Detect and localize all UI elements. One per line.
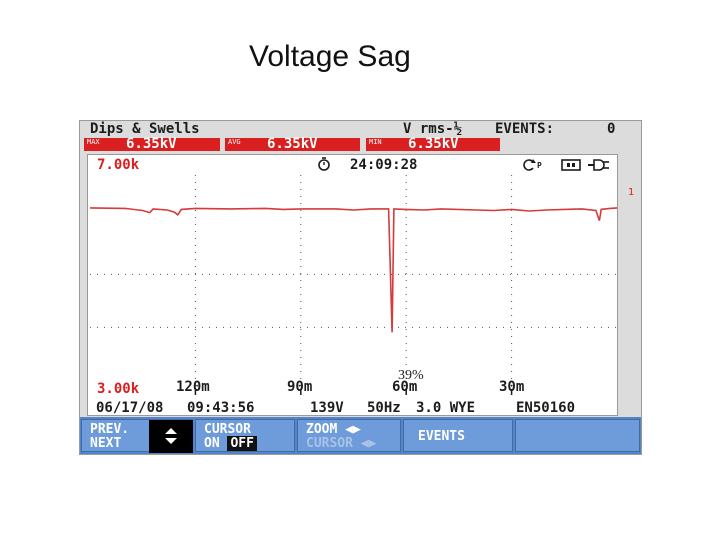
cursor-label: CURSOR	[204, 422, 251, 437]
cursor-on-option[interactable]: ON	[204, 436, 220, 451]
svg-text:P: P	[537, 161, 542, 170]
standard: EN50160	[516, 400, 576, 416]
slide-title: Voltage Sag	[249, 40, 411, 73]
rotation-icon: P	[523, 159, 542, 171]
footer-date: 06/17/08	[96, 400, 164, 416]
zoom-label: ZOOM ◀▶	[306, 422, 361, 437]
cursor-softkey[interactable]: CURSOR ON OFF	[195, 419, 295, 452]
mains-plug-icon	[588, 159, 609, 171]
trend-chart: P	[89, 157, 618, 395]
time-axis-ticks	[194, 389, 513, 395]
max-label: MAX	[87, 138, 100, 146]
prev-label: PREV.	[90, 422, 130, 437]
cursor-off-option[interactable]: OFF	[227, 436, 257, 451]
cursor-state: ON OFF	[204, 436, 257, 451]
screen-header: Dips & Swells V rms-½ EVENTS: 0 MAX 6.35…	[80, 121, 641, 153]
mode-title: Dips & Swells	[90, 121, 200, 137]
elapsed-time: 24:09:28	[350, 157, 418, 173]
events-label: EVENTS:	[495, 121, 555, 137]
avg-label: AVG	[228, 138, 241, 146]
plot-grid	[90, 175, 617, 387]
softkey-bar: PREV. NEXT CURSOR ON OFF ZOOM ◀▶ CURSOR …	[80, 417, 641, 454]
battery-icon	[561, 159, 581, 171]
zoom-softkey[interactable]: ZOOM ◀▶ CURSOR ◀▶	[297, 419, 401, 452]
phase-marker: 1	[628, 187, 635, 198]
measure-label: V rms-½	[403, 121, 463, 137]
next-label: NEXT	[90, 436, 122, 451]
footer-time: 09:43:56	[187, 400, 255, 416]
time-tick-60m: 60m	[392, 379, 418, 395]
y-bottom-label: 3.00k	[97, 381, 140, 397]
avg-readout: AVG 6.35kV	[225, 136, 360, 152]
avg-value: 6.35kV	[267, 136, 318, 152]
events-softkey[interactable]: EVENTS	[403, 419, 513, 452]
sag-annotation: 39%	[398, 368, 424, 383]
wiring-config: 3.0 WYE	[416, 400, 476, 416]
max-readout: MAX 6.35kV	[84, 136, 220, 152]
zoom-cursor-label: CURSOR ◀▶	[306, 436, 377, 451]
events-count: 0	[607, 121, 616, 137]
trend-plot: P 7.00k 24:09:28 1 39% 3.00k 120m 90m 60…	[87, 154, 634, 416]
y-top-label: 7.00k	[97, 157, 140, 173]
empty-softkey[interactable]	[515, 419, 640, 452]
nominal-voltage: 139V	[310, 400, 344, 416]
min-label: MIN	[369, 138, 382, 146]
min-value: 6.35kV	[408, 136, 459, 152]
max-value: 6.35kV	[126, 136, 177, 152]
up-down-arrows-icon[interactable]	[149, 420, 193, 453]
prev-next-softkey[interactable]: PREV. NEXT	[81, 419, 193, 453]
stopwatch-icon	[318, 157, 330, 171]
status-footer: 06/17/08 09:43:56 139V 50Hz 3.0 WYE EN50…	[80, 400, 641, 437]
time-tick-120m: 120m	[176, 379, 210, 395]
time-tick-30m: 30m	[499, 379, 525, 395]
frequency: 50Hz	[367, 400, 401, 416]
power-analyzer-screen: Dips & Swells V rms-½ EVENTS: 0 MAX 6.35…	[79, 120, 642, 455]
time-tick-90m: 90m	[287, 379, 313, 395]
min-readout: MIN 6.35kV	[366, 136, 500, 152]
voltage-trace	[89, 207, 618, 333]
events-softkey-label: EVENTS	[418, 429, 465, 444]
